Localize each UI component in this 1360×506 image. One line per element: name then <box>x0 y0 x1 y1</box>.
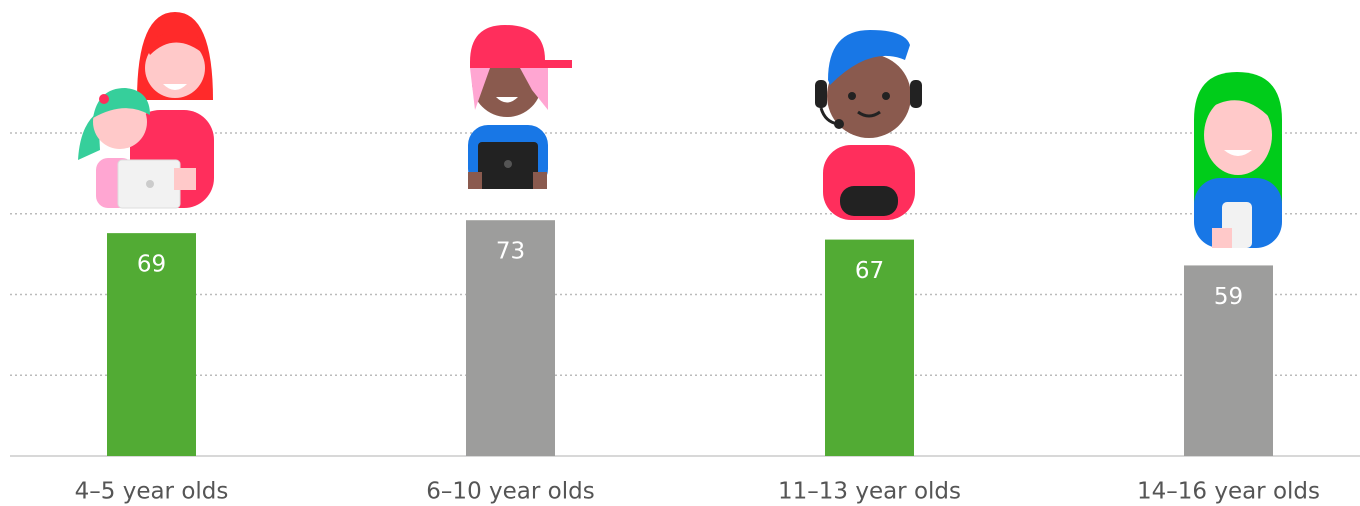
illustration-mother-child <box>78 12 214 208</box>
bars: 4–5 year olds 69 6–10 year olds 73 11–13 yea… <box>75 220 1320 504</box>
illustration-boy-headset <box>815 30 922 220</box>
x-tick-label: 11–13 year olds <box>778 479 961 505</box>
x-tick-label: 6–10 year olds <box>426 479 594 505</box>
x-tick-label: 4–5 year olds <box>75 479 229 505</box>
value-label: 73 <box>496 239 525 265</box>
x-tick-label: 14–16 year olds <box>1137 479 1320 505</box>
value-label: 59 <box>1214 284 1243 310</box>
value-label: 69 <box>137 252 166 278</box>
value-label: 67 <box>855 258 884 284</box>
chart: 4–5 year olds 69 6–10 year olds 73 11–13 yea… <box>0 0 1360 506</box>
illustration-girl-green <box>1194 72 1282 248</box>
illustration-boy-cap <box>468 25 572 189</box>
